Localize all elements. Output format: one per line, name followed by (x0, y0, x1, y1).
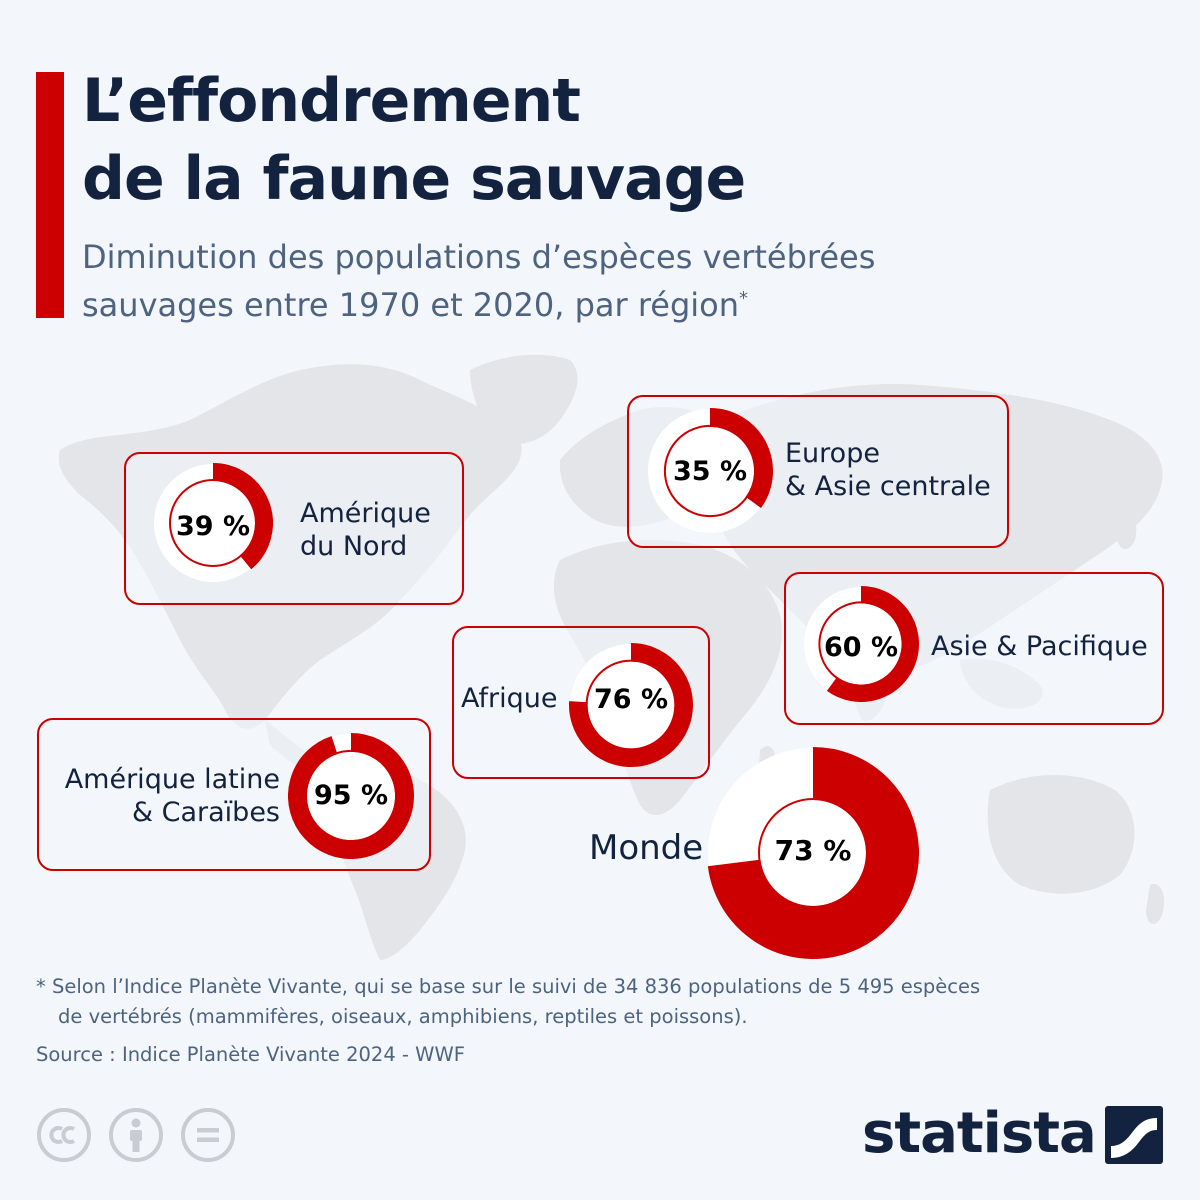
donut-hole (588, 662, 674, 748)
donut-afrique (569, 643, 693, 767)
donut-amerique-du-nord (154, 463, 273, 582)
donut-asie-pacifique (804, 586, 919, 702)
donut-amerique-latine (288, 733, 414, 859)
region-name-line: Monde (589, 828, 704, 868)
region-name-monde: Monde (589, 827, 703, 869)
map-australia (987, 775, 1135, 894)
donut-decline-arc (707, 747, 919, 959)
value-label-asie-pacifique: 60 % (823, 632, 899, 663)
region-name-line: Amérique latine (64, 764, 280, 795)
region-name-line: du Nord (300, 531, 408, 562)
value-label-monde: 73 % (774, 834, 852, 867)
subtitle-line-2-text: sauvages entre 1970 et 2020, par région (82, 286, 740, 324)
donut-decline-arc (569, 643, 693, 767)
value-label-europe-asie-centrale: 35 % (672, 456, 748, 487)
region-name-amerique-du-nord: Amérique du Nord (300, 497, 431, 563)
donut-hole (307, 752, 395, 840)
donut-hole (761, 801, 865, 905)
region-name-line: & Asie centrale (785, 471, 991, 502)
donut-decline-arc (826, 586, 919, 702)
region-name-europe-asie-centrale: Europe & Asie centrale (785, 437, 991, 503)
statista-logo-icon[interactable] (1105, 1106, 1163, 1164)
donut-hole (821, 604, 901, 684)
map-greenland (470, 354, 578, 444)
value-label-amerique-du-nord: 39 % (175, 511, 251, 542)
subtitle: Diminution des populations d’espèces ver… (82, 233, 875, 329)
region-name-line: Afrique (461, 683, 558, 714)
footnote: * Selon l’Indice Planète Vivante, qui se… (36, 972, 1166, 1032)
region-name-line: Amérique (300, 498, 431, 529)
page-title: L’effondrement de la faune sauvage (82, 62, 746, 218)
footnote-line-2: de vertébrés (mammifères, oiseaux, amphi… (58, 1005, 748, 1028)
source-text: Source : Indice Planète Vivante 2024 - W… (36, 1043, 465, 1066)
donut-monde (707, 747, 919, 959)
no-derivatives-icon[interactable] (180, 1107, 236, 1163)
title-line-1: L’effondrement (82, 66, 581, 136)
value-label-afrique: 76 % (593, 684, 669, 715)
donut-hole (172, 482, 254, 564)
region-name-amerique-latine: Amérique latine & Caraïbes (44, 763, 280, 829)
donut-hole (666, 427, 754, 515)
brand-name[interactable]: statista (862, 1101, 1097, 1166)
subtitle-line-2: sauvages entre 1970 et 2020, par région* (82, 281, 875, 329)
region-name-line: Asie & Pacifique (931, 631, 1148, 662)
region-name-line: Europe (785, 438, 880, 469)
donut-europe-asie-centrale (648, 408, 773, 533)
region-name-afrique: Afrique (461, 682, 557, 715)
map-new-zealand (1146, 884, 1165, 925)
value-label-amerique-latine: 95 % (313, 780, 389, 811)
region-name-asie-pacifique: Asie & Pacifique (931, 630, 1148, 663)
region-name-line: & Caraïbes (132, 797, 280, 828)
title-accent-bar (36, 72, 64, 318)
title-line-2: de la faune sauvage (82, 144, 746, 214)
map-japan (1116, 509, 1137, 550)
footnote-line-1: * Selon l’Indice Planète Vivante, qui se… (36, 975, 981, 998)
donut-decline-arc (709, 408, 773, 509)
donut-decline-arc (212, 463, 273, 570)
attribution-icon[interactable] (108, 1107, 164, 1163)
subtitle-line-1: Diminution des populations d’espèces ver… (82, 238, 876, 276)
footnote-marker: * (739, 288, 749, 309)
cc-icon[interactable] (36, 1107, 92, 1163)
donut-decline-arc (288, 733, 414, 859)
